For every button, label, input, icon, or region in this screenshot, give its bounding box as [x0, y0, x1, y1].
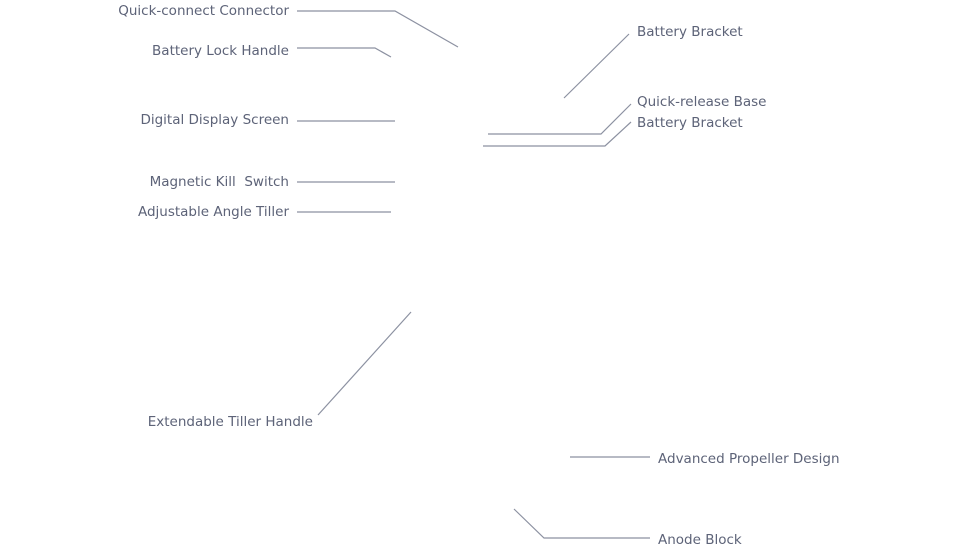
label: Battery Bracket [637, 115, 743, 131]
callout-digital-display-screen: Digital Display Screen [140, 112, 395, 128]
leader-line [317, 311, 412, 416]
leader-line [488, 103, 632, 135]
leader-line [483, 121, 632, 147]
label: Extendable Tiller Handle [148, 414, 313, 430]
leader-line [297, 10, 459, 48]
callout-battery-lock-handle: Battery Lock Handle [152, 43, 392, 59]
callout-anode-block: Anode Block [513, 508, 742, 548]
label: Quick-release Base [637, 94, 766, 110]
label: Battery Lock Handle [152, 43, 289, 59]
callout-quick-connect-connector: Quick-connect Connector [118, 3, 459, 48]
callout-battery-bracket-top: Battery Bracket [563, 24, 743, 99]
callout-battery-bracket-lower: Battery Bracket [483, 115, 743, 147]
callout-quick-release-base: Quick-release Base [488, 94, 766, 135]
label: Quick-connect Connector [118, 3, 289, 19]
callout-magnetic-kill-switch: Magnetic Kill Switch [150, 174, 395, 190]
leader-line [563, 33, 630, 99]
label: Magnetic Kill Switch [150, 174, 289, 190]
callout-advanced-propeller-design: Advanced Propeller Design [570, 451, 840, 467]
callout-adjustable-angle-tiller: Adjustable Angle Tiller [138, 204, 391, 220]
label: Adjustable Angle Tiller [138, 204, 289, 220]
label: Digital Display Screen [140, 112, 289, 128]
label: Advanced Propeller Design [658, 451, 840, 467]
callout-extendable-tiller-handle: Extendable Tiller Handle [148, 311, 412, 430]
label: Anode Block [658, 532, 742, 548]
leader-line [297, 47, 392, 58]
leader-line [513, 508, 650, 539]
label: Battery Bracket [637, 24, 743, 40]
